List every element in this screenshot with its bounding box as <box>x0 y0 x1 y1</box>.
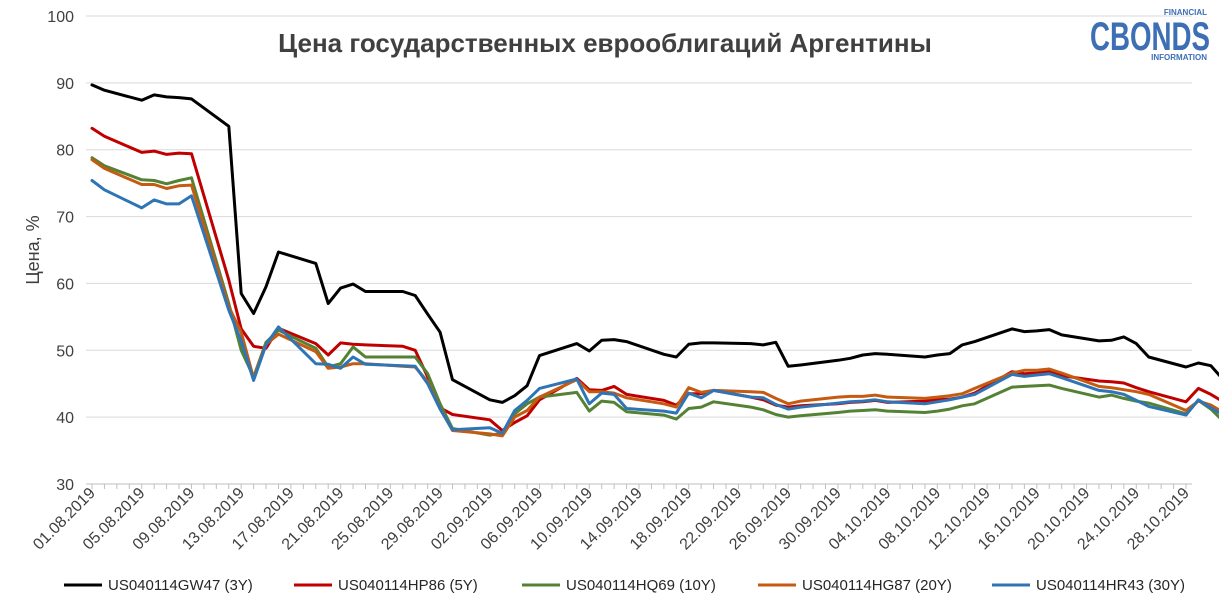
logo-tagline-top: FINANCIAL <box>1164 8 1207 17</box>
series-line-0 <box>90 83 1219 404</box>
y-tick-label: 90 <box>56 76 74 93</box>
legend-label-1: US040114HP86 (5Y) <box>338 577 478 594</box>
gridlines <box>86 15 1192 418</box>
y-tick-label: 50 <box>56 343 74 360</box>
legend: US040114GW47 (3Y) US040114HP86 (5Y) US0401… <box>64 577 1185 594</box>
y-tick-label: 100 <box>47 9 74 26</box>
chart-title: Цена государственных еврооблигаций Арген… <box>278 28 932 58</box>
cbonds-logo: FINANCIAL CBONDS INFORMATION <box>1090 8 1210 62</box>
y-axis-ticks: 30 40 50 60 70 80 90 100 <box>47 9 74 494</box>
y-axis-label: Цена, % <box>23 215 43 284</box>
y-tick-label: 60 <box>56 276 74 293</box>
legend-label-0: US040114GW47 (3Y) <box>108 577 253 594</box>
x-axis: 01.08.201905.08.201909.08.201913.08.2019… <box>30 483 1193 553</box>
series-lines <box>90 83 1219 438</box>
logo-wordmark: CBONDS <box>1090 15 1210 59</box>
y-tick-label: 30 <box>56 477 74 494</box>
legend-label-4: US040114HR43 (30Y) <box>1036 577 1185 594</box>
y-tick-label: 40 <box>56 410 74 427</box>
y-tick-label: 70 <box>56 210 74 227</box>
legend-label-3: US040114HG87 (20Y) <box>802 577 952 594</box>
series-line-3 <box>90 158 1219 438</box>
series-line-4 <box>90 179 1219 435</box>
y-tick-label: 80 <box>56 143 74 160</box>
legend-label-2: US040114HQ69 (10Y) <box>566 577 716 594</box>
logo-tagline-bottom: INFORMATION <box>1151 53 1207 62</box>
